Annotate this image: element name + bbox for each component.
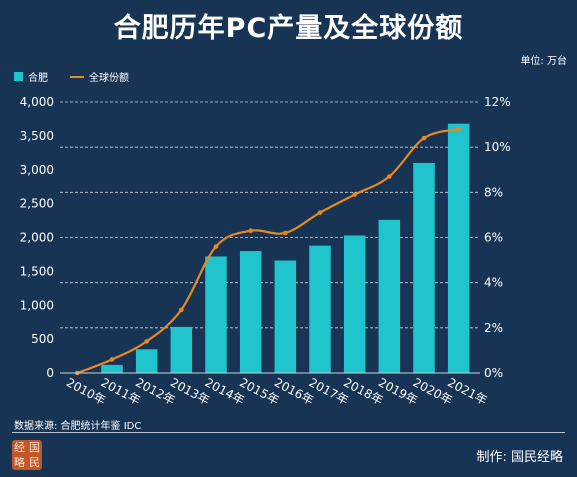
- left-tick-label: 4,000: [20, 95, 54, 109]
- bar: [135, 349, 158, 373]
- share-point: [352, 192, 357, 197]
- share-point: [179, 307, 184, 313]
- share-point: [421, 135, 427, 141]
- left-tick-label: 3,000: [20, 163, 54, 177]
- share-point: [109, 357, 115, 362]
- right-tick-label: 12%: [484, 95, 511, 109]
- share-point: [248, 228, 253, 234]
- bar: [205, 256, 227, 373]
- brand-seal-logo: 经 国 略 民: [12, 440, 42, 470]
- chart-title: 合肥历年PC产量及全球份额: [113, 13, 464, 44]
- right-tick-label: 4%: [484, 276, 503, 290]
- x-tick-label: 2010年: [64, 375, 108, 407]
- share-point: [456, 126, 461, 132]
- left-tick-label: 500: [31, 332, 54, 346]
- x-tick-label: 2017年: [307, 375, 351, 407]
- divider: [12, 432, 565, 433]
- legend: 合肥 全球份额: [14, 69, 129, 84]
- x-tick-label: 2012年: [133, 375, 177, 407]
- legend-bar-label: 合肥: [28, 73, 48, 84]
- share-point: [213, 244, 219, 249]
- credit-text: 制作: 国民经略: [476, 450, 563, 465]
- right-tick-label: 8%: [484, 185, 503, 199]
- unit-label: 单位: 万台: [520, 56, 567, 67]
- right-tick-label: 10%: [484, 140, 511, 154]
- x-tick-label: 2015年: [237, 375, 281, 407]
- x-tick-label: 2014年: [203, 375, 247, 407]
- share-point: [387, 174, 392, 179]
- legend-line-label: 全球份额: [89, 73, 129, 84]
- x-tick-label: 2016年: [272, 375, 316, 407]
- share-point: [283, 230, 288, 236]
- x-tick-label: 2020年: [411, 375, 455, 407]
- left-tick-label: 3,500: [20, 129, 54, 143]
- bar: [101, 364, 123, 373]
- x-tick-label: 2018年: [341, 375, 385, 407]
- bar: [378, 219, 401, 373]
- x-tick-label: 2013年: [168, 375, 212, 407]
- x-tick-label: 2011年: [99, 375, 143, 407]
- x-tick-label: 2021年: [445, 375, 489, 407]
- right-tick-label: 0%: [484, 366, 503, 380]
- legend-line-swatch: [70, 75, 84, 78]
- bar: [309, 245, 331, 373]
- share-point: [317, 210, 323, 215]
- seal-char: 略: [14, 456, 25, 469]
- seal-char: 经: [14, 441, 25, 454]
- axis-layer: 0% 2% 4% 6% 8% 10% 12% 0 500 1,000 1,500 2,000 2,500…: [20, 95, 511, 408]
- share-point: [144, 339, 149, 344]
- seal-char: 国: [29, 441, 40, 454]
- bar: [170, 326, 193, 373]
- bar: [239, 251, 262, 373]
- legend-bar-swatch: [14, 72, 23, 81]
- source-note: 数据来源: 合肥统计年鉴 IDC: [14, 421, 142, 432]
- bar: [274, 260, 297, 373]
- left-tick-label: 2,000: [20, 231, 54, 245]
- bar: [413, 162, 435, 373]
- bar: [343, 235, 366, 373]
- left-tick-label: 0: [46, 366, 54, 380]
- share-line: [76, 128, 459, 375]
- left-tick-label: 2,500: [20, 197, 54, 211]
- bar-layer: [101, 123, 470, 374]
- line-layer: [75, 126, 461, 376]
- x-tick-label: 2019年: [376, 375, 420, 407]
- left-tick-label: 1,500: [20, 264, 54, 278]
- right-tick-label: 6%: [484, 231, 503, 245]
- right-tick-label: 2%: [484, 321, 503, 335]
- left-tick-label: 1,000: [20, 298, 54, 312]
- grid-layer: [60, 101, 480, 329]
- bar: [447, 123, 470, 374]
- seal-char: 民: [29, 456, 40, 469]
